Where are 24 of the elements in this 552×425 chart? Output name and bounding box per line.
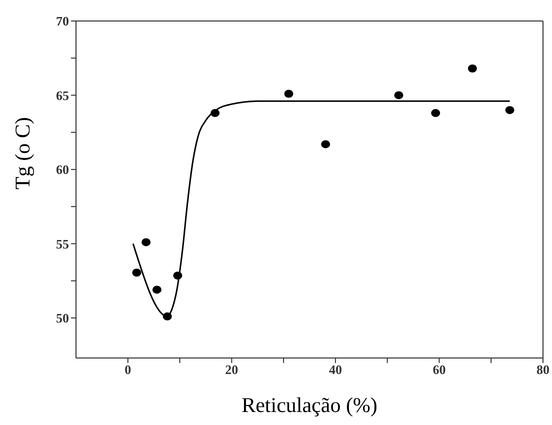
point: [173, 272, 182, 280]
x-tick-label: 20: [225, 362, 238, 378]
point: [468, 64, 477, 73]
point: [284, 90, 294, 98]
point: [152, 286, 162, 294]
point: [142, 238, 151, 246]
y-tick-label: 70: [56, 14, 69, 29]
y-tick-label: 65: [56, 88, 70, 103]
y-tick-label: 60: [56, 162, 69, 178]
point: [505, 106, 514, 114]
point: [210, 109, 220, 118]
point: [321, 140, 330, 148]
y-tick-label: 55: [56, 236, 70, 252]
point: [431, 109, 440, 118]
y-axis-title: Tg (o C): [10, 117, 34, 190]
x-tick-label: 80: [536, 362, 550, 378]
point: [394, 91, 404, 100]
x-tick-label: 40: [328, 362, 342, 378]
x-tick-label: 60: [432, 362, 446, 378]
point: [132, 268, 142, 277]
y-tick-label: 50: [56, 310, 69, 326]
x-tick-label: 0: [124, 362, 132, 378]
x-axis-title: Reticulação (%): [242, 393, 378, 417]
point: [162, 312, 172, 320]
